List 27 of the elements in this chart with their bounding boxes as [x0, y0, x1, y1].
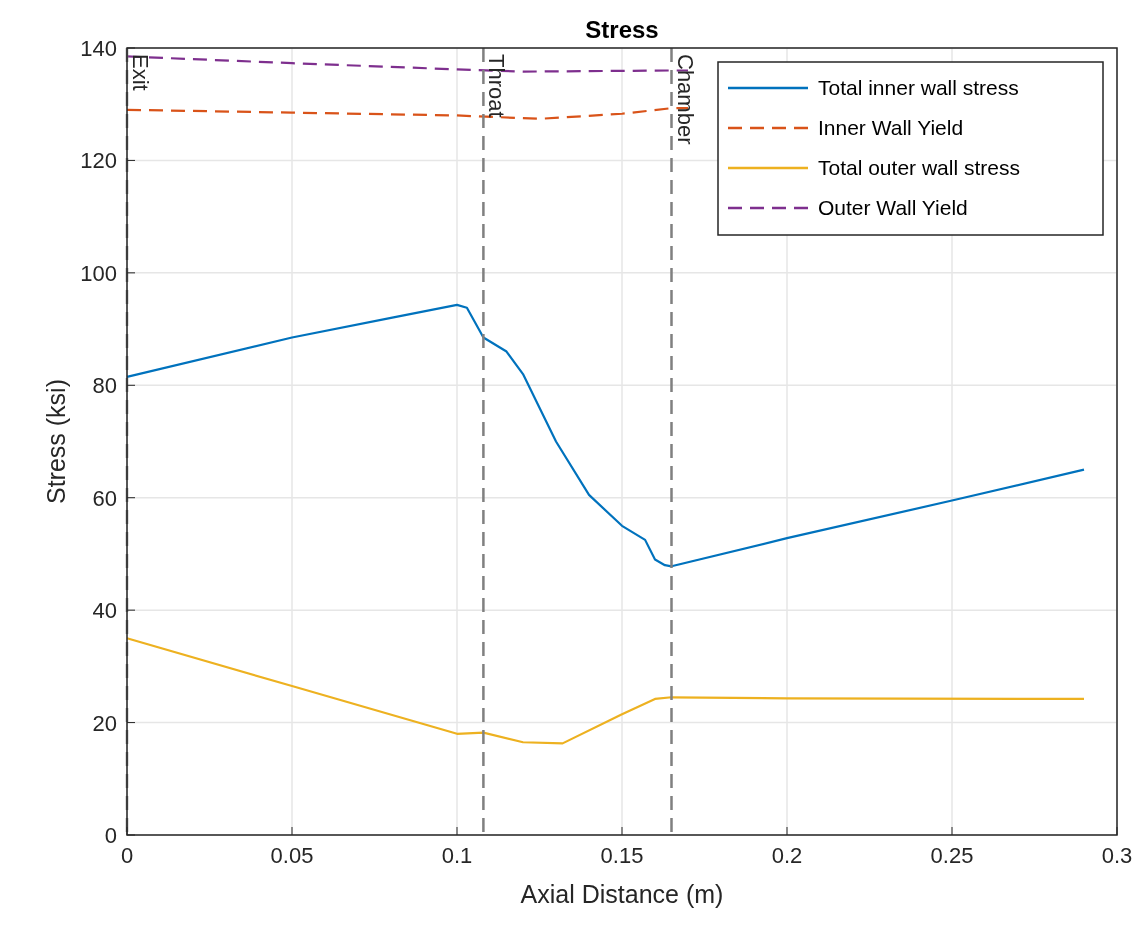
y-tick-label: 120 [80, 148, 117, 174]
y-axis-title: Stress (ksi) [42, 379, 70, 504]
y-tick-label: 80 [92, 373, 117, 399]
y-tick-label: 60 [92, 485, 117, 511]
legend-label: Total outer wall stress [818, 156, 1020, 179]
x-tick-label: 0.15 [600, 843, 644, 868]
x-tick-label: 0.25 [930, 843, 974, 868]
x-axis-title: Axial Distance (m) [520, 880, 724, 908]
ref-line-label: Throat [484, 54, 510, 118]
y-tick-label: 140 [80, 36, 117, 61]
x-tick-label: 0.2 [771, 843, 803, 868]
y-tick-label: 100 [80, 260, 117, 286]
line-series [125, 303, 1086, 568]
y-tick-label: 0 [104, 823, 117, 848]
legend-label: Outer Wall Yield [818, 196, 968, 219]
chart-title: Stress [585, 16, 659, 43]
x-tick-label: 0.3 [1101, 843, 1133, 868]
y-tick-label: 40 [92, 598, 117, 624]
x-tick-label: 0.1 [441, 843, 473, 868]
y-tick-label: 20 [92, 710, 117, 736]
x-tick-label: 0.05 [270, 843, 314, 868]
ref-line-label: Chamber [672, 54, 698, 145]
legend-label: Total inner wall stress [818, 76, 1019, 99]
ref-line-label: Exit [128, 54, 153, 91]
x-tick-label: 0 [120, 843, 134, 868]
legend-label: Inner Wall Yield [818, 116, 964, 139]
line-series [125, 637, 1086, 745]
